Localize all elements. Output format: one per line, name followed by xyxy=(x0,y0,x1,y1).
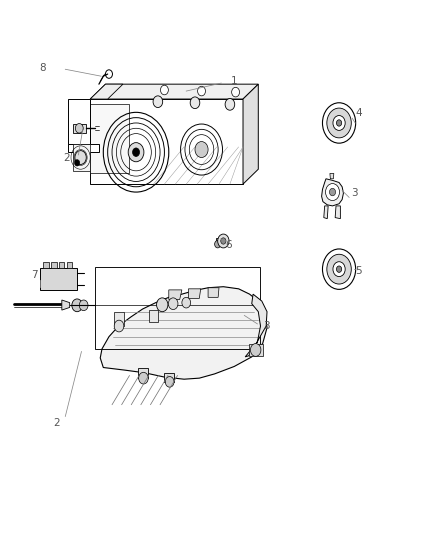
Polygon shape xyxy=(62,300,70,310)
Circle shape xyxy=(325,183,339,200)
Text: 8: 8 xyxy=(39,63,46,73)
Circle shape xyxy=(221,238,226,244)
Polygon shape xyxy=(169,290,182,300)
Polygon shape xyxy=(208,288,219,297)
Text: 2: 2 xyxy=(63,152,70,163)
Polygon shape xyxy=(51,262,57,268)
Circle shape xyxy=(329,188,336,196)
Circle shape xyxy=(251,344,261,357)
Polygon shape xyxy=(138,368,148,378)
Circle shape xyxy=(198,86,205,96)
Text: 6: 6 xyxy=(225,240,232,250)
Polygon shape xyxy=(68,99,90,144)
Circle shape xyxy=(218,234,229,248)
Circle shape xyxy=(114,320,124,332)
Polygon shape xyxy=(243,84,258,184)
Circle shape xyxy=(190,97,200,109)
Polygon shape xyxy=(215,238,220,243)
Polygon shape xyxy=(321,179,343,206)
Circle shape xyxy=(165,376,174,387)
Polygon shape xyxy=(68,144,99,152)
Polygon shape xyxy=(249,344,263,356)
Polygon shape xyxy=(90,104,130,173)
Circle shape xyxy=(128,143,144,162)
Circle shape xyxy=(182,297,191,308)
Circle shape xyxy=(225,99,235,110)
Polygon shape xyxy=(164,373,174,382)
Text: 5: 5 xyxy=(355,266,362,276)
Polygon shape xyxy=(40,268,77,290)
Text: 3: 3 xyxy=(263,321,269,331)
Circle shape xyxy=(160,85,168,95)
Circle shape xyxy=(322,103,356,143)
Polygon shape xyxy=(67,262,72,268)
Circle shape xyxy=(72,299,82,312)
Circle shape xyxy=(75,151,86,165)
Circle shape xyxy=(232,87,240,97)
Circle shape xyxy=(139,372,148,384)
Text: 3: 3 xyxy=(351,188,358,198)
Circle shape xyxy=(336,120,342,126)
Polygon shape xyxy=(245,294,267,357)
Text: 7: 7 xyxy=(32,270,38,280)
Circle shape xyxy=(133,148,140,157)
Circle shape xyxy=(74,160,80,166)
Polygon shape xyxy=(324,206,328,219)
Circle shape xyxy=(156,298,168,312)
Circle shape xyxy=(327,254,351,284)
Polygon shape xyxy=(335,206,340,219)
Text: 2: 2 xyxy=(53,418,60,429)
Polygon shape xyxy=(59,262,64,268)
Circle shape xyxy=(215,240,221,248)
Polygon shape xyxy=(90,84,258,99)
Circle shape xyxy=(336,266,342,272)
Circle shape xyxy=(75,124,83,133)
Polygon shape xyxy=(43,262,49,268)
Circle shape xyxy=(322,249,356,289)
Polygon shape xyxy=(90,84,123,99)
Circle shape xyxy=(79,300,88,311)
Polygon shape xyxy=(73,124,86,133)
Circle shape xyxy=(168,298,178,310)
Polygon shape xyxy=(149,310,158,322)
Polygon shape xyxy=(90,99,243,184)
Text: 1: 1 xyxy=(231,77,237,86)
Polygon shape xyxy=(188,289,201,298)
Circle shape xyxy=(333,116,345,131)
Circle shape xyxy=(195,142,208,158)
Polygon shape xyxy=(73,144,90,171)
Text: 4: 4 xyxy=(355,108,362,118)
Circle shape xyxy=(153,96,162,108)
Polygon shape xyxy=(100,287,267,379)
Polygon shape xyxy=(330,173,334,179)
Circle shape xyxy=(333,262,345,277)
Polygon shape xyxy=(114,312,124,326)
Circle shape xyxy=(327,108,351,138)
